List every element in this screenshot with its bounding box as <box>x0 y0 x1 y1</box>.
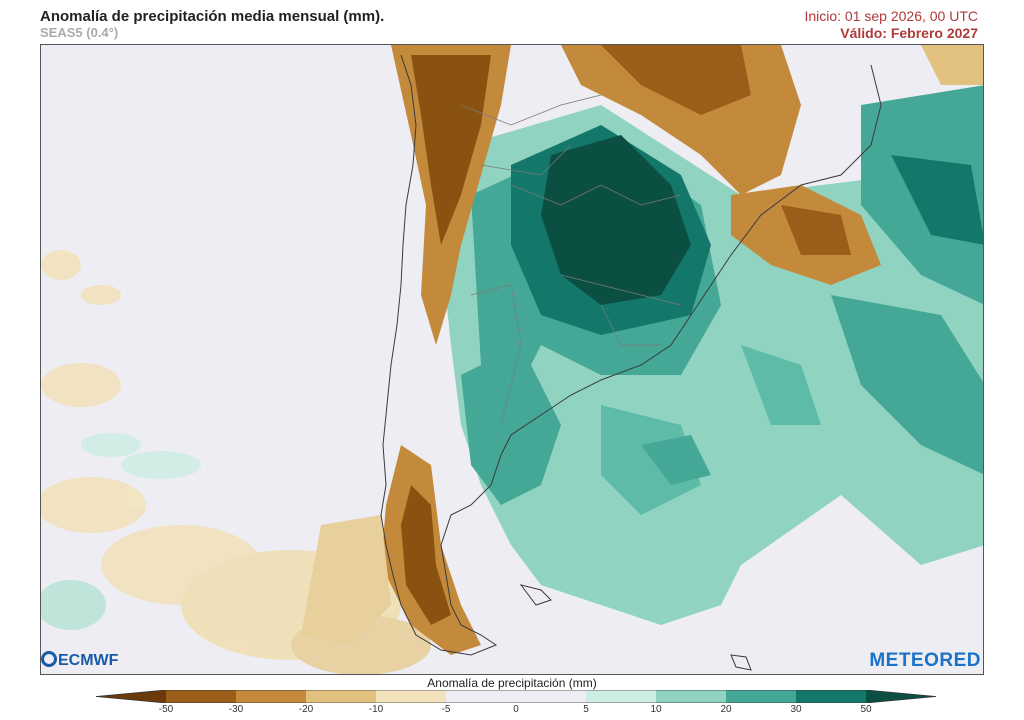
colorbar-segment <box>306 690 377 703</box>
colorbar <box>96 690 936 703</box>
ecmwf-mark-icon <box>41 651 57 667</box>
colorbar-segment <box>236 690 307 703</box>
colorbar-tick-labels: -50 -30 -20 -10 -5 0 5 10 20 30 50 <box>0 704 1024 718</box>
map-subtitle: SEAS5 (0.4°) <box>40 25 119 40</box>
precipitation-anomaly-map: ECMWF METEORED <box>40 44 984 675</box>
colorbar-segment <box>166 690 237 703</box>
colorbar-tick-label: 20 <box>720 704 732 715</box>
colorbar-tick-label: -30 <box>228 704 244 715</box>
colorbar-tick-label: 50 <box>860 704 872 715</box>
colorbar-tick-label: 10 <box>650 704 662 715</box>
colorbar-tick-label: -20 <box>298 704 314 715</box>
colorbar-tick-label: 0 <box>513 704 519 715</box>
meteored-logo: METEORED <box>869 650 981 671</box>
colorbar-min-arrow <box>96 690 166 703</box>
colorbar-title: Anomalía de precipitación (mm) <box>427 676 597 690</box>
colorbar-tick-label: -50 <box>158 704 174 715</box>
colorbar-segment <box>516 690 587 703</box>
init-date: Inicio: 01 sep 2026, 00 UTC <box>804 8 978 24</box>
ecmwf-logo-text: ECMWF <box>58 652 119 669</box>
map-title: Anomalía de precipitación media mensual … <box>40 8 385 25</box>
country-borders <box>460 94 682 426</box>
colorbar-tick-label: -10 <box>368 704 384 715</box>
dry-regions <box>301 45 983 655</box>
colorbar-segment <box>656 690 727 703</box>
map-canvas <box>41 45 983 674</box>
ecmwf-logo: ECMWF <box>41 651 118 670</box>
valid-date: Válido: Febrero 2027 <box>840 25 978 41</box>
colorbar-tick-label: 30 <box>790 704 802 715</box>
colorbar-tick-label: 5 <box>583 704 589 715</box>
coastline <box>380 54 882 671</box>
colorbar-tick-label: -5 <box>441 704 451 715</box>
colorbar-segment <box>726 690 797 703</box>
pacific-wet-patches <box>41 433 201 630</box>
colorbar-segment <box>586 690 657 703</box>
colorbar-segment <box>796 690 867 703</box>
colorbar-segment <box>446 690 517 703</box>
colorbar-max-arrow <box>866 690 936 703</box>
colorbar-segment <box>376 690 447 703</box>
